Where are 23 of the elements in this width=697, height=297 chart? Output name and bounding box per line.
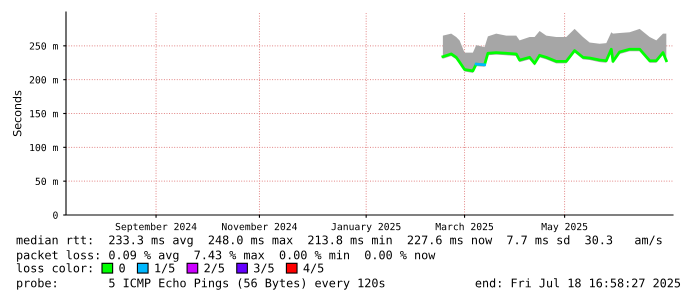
y-tick-label: 50 m [36,178,58,186]
text: probe: 5 ICMP Echo Pings (56 Bytes) every 120s [17,278,384,290]
y-tick-label: 250 m [30,42,58,50]
x-tick-label: November 2024 [222,222,298,230]
y-axis-title: Seconds [12,90,22,136]
line-series [441,48,668,72]
legend-label: 3/5 [254,264,274,274]
y-tick-label: 100 m [30,144,58,152]
text: packet loss: 0.09 % avg 7.43 % max 0.00 % min 0.00 % now [17,250,436,262]
legend-label: 4/5 [304,264,324,274]
y-tick-label: 200 m [30,76,58,84]
x-tick-label: March 2025 [436,222,494,230]
x-tick-label: September 2024 [116,222,197,232]
x-tick-label: May 2025 [542,222,588,232]
legend-label: 2/5 [204,264,224,274]
y-tick-label: 150 m [30,110,58,118]
text: end: Fri Jul 18 16:58:27 2025 [476,278,680,288]
x-tick-label: January 2025 [332,222,401,232]
legend-title: loss color: [16,263,92,272]
text: median rtt: 233.3 ms avg 248.0 ms max 213.8 ms min 227.6 ms now 7.7 ms sd 30.3 am/s [16,235,662,247]
legend-label: 0 [119,264,125,272]
y-tick-label: 0 [53,212,58,219]
legend-label: 1/5 [155,264,174,274]
